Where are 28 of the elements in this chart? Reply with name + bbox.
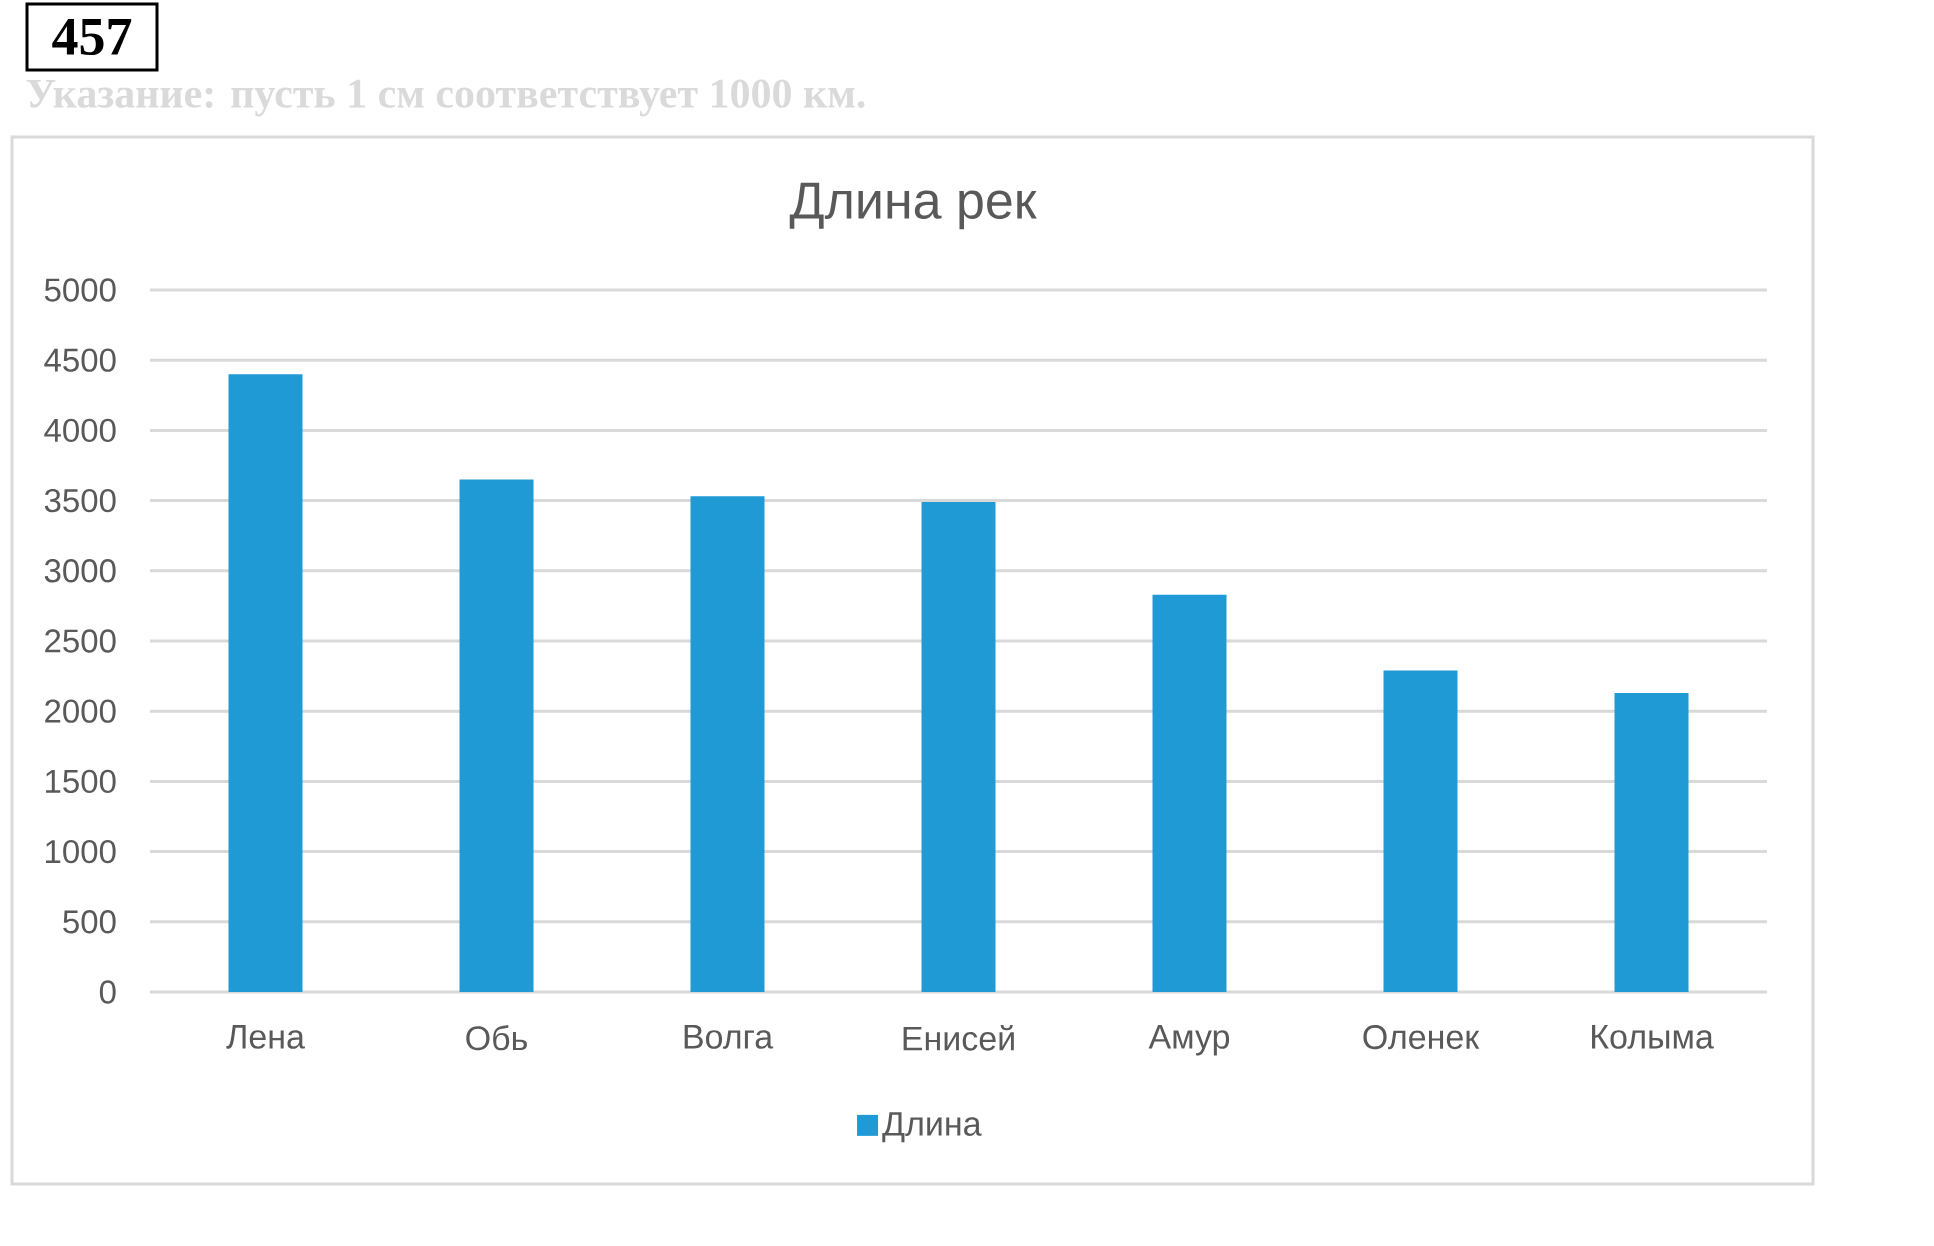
chart-title: Длина рек [789,182,1037,230]
y-tick-label: 3000 [44,559,116,583]
y-tick-label: 1500 [46,769,116,794]
y-tick-label: 2000 [45,699,116,723]
legend-label: Длина [882,1112,982,1143]
bar [228,374,303,992]
bar [1152,594,1227,992]
bar [1614,692,1689,992]
bar [921,501,996,992]
y-tick-label: 4000 [44,418,116,443]
y-tick-label: 2500 [45,629,116,653]
y-tick-label: 4500 [44,348,116,372]
y-tick-label: 500 [63,910,116,934]
x-tick-label: Енисей [903,1025,1014,1051]
bar [1383,670,1458,992]
x-tick-label: Обь [466,1025,527,1051]
x-tick-label: Амур [1148,1025,1230,1056]
bar [690,496,765,992]
y-tick-label: 3500 [44,488,116,513]
bar [459,479,534,992]
y-tick-label: 5000 [44,278,116,302]
x-tick-label: Колыма [1592,1025,1714,1049]
x-tick-label: Оленек [1363,1025,1480,1050]
x-tick-label: Волга [684,1025,774,1049]
text: 457 [52,18,132,56]
y-tick-label: 1000 [46,839,116,864]
y-tick-label: 0 [99,980,116,1004]
x-tick-label: Лена [226,1025,305,1049]
